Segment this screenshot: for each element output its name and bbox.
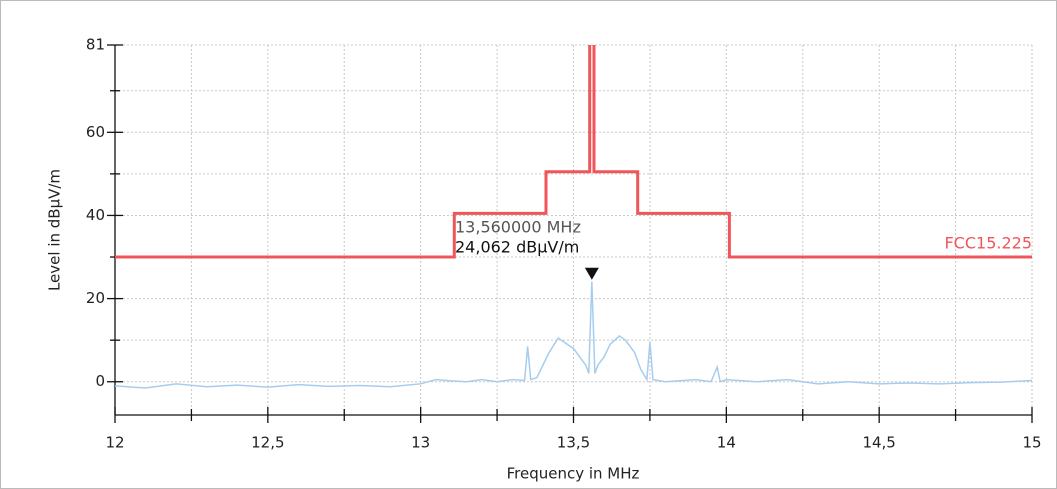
x-tick-label: 14,5 [862,434,895,452]
series-line [115,45,1032,259]
y-tick-label: 40 [86,206,105,224]
x-tick-label: 12 [105,434,124,452]
marker [584,267,599,280]
marker-x-label: 13,560000 MHz [455,218,581,237]
y-tick-label: 20 [86,289,105,307]
marker-value-label: 24,062 dBµV/m [455,238,579,257]
x-tick-label: 13 [411,434,430,452]
x-axis-label: Frequency in MHz [507,465,640,483]
x-tick-label: 14 [717,434,736,452]
y-axis-label: Level in dBµV/m [46,169,64,291]
x-tick-label: 13,5 [557,434,590,452]
x-tick-label: 12,5 [251,434,284,452]
y-tick-label: 60 [86,123,105,141]
y-tick-label: 81 [86,36,105,54]
y-tick-label: 0 [95,372,105,390]
series-label: FCC15.225 [944,234,1032,253]
series-line [115,281,1032,389]
x-tick-label: 15 [1022,434,1041,452]
